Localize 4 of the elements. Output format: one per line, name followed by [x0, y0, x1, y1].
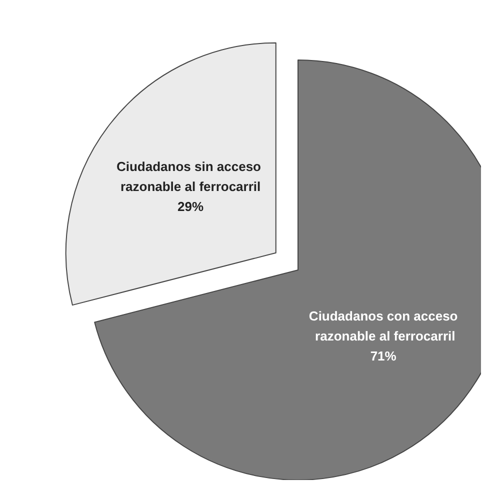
slice-label: Ciudadanos sin acceso razonable al ferrocarril: [116, 159, 265, 194]
data-label: 29%: [178, 199, 204, 214]
slice-label: Ciudadanos con acceso razonable al ferrocarril: [308, 308, 458, 344]
data-label: 71%: [370, 348, 397, 364]
